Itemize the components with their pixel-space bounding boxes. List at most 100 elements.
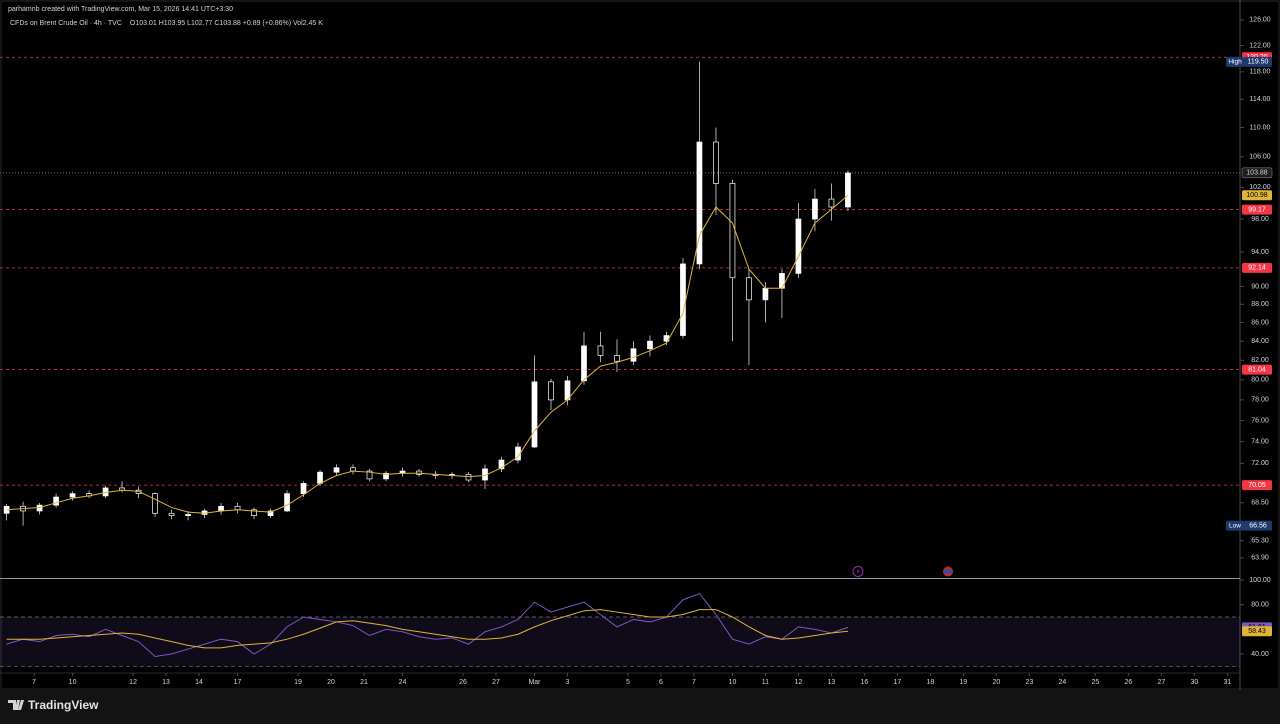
x-tick-label: 7 [692,679,696,686]
y-tick-label: 80.00 [1251,377,1269,384]
candle-body [267,510,274,516]
x-tick-label: 21 [360,679,368,686]
brand-logo [8,700,24,710]
level-tag-label: 92.14 [1248,265,1266,272]
y-tick-label: 88.00 [1251,301,1269,308]
y-tick-label: 98.00 [1251,216,1269,223]
y-tick-label: 86.00 [1251,319,1269,326]
candle-body [234,505,241,511]
x-tick-label: 16 [861,679,869,686]
level-tag [1242,364,1272,375]
rsi-y-tick-label: 40.00 [1251,651,1269,658]
y-tick-label: 68.50 [1251,500,1269,507]
x-tick-label: 27 [492,679,500,686]
level-tag-label: 99.17 [1248,206,1266,213]
x-tick-label: 19 [960,679,968,686]
y-tick-label: 126.00 [1249,17,1271,24]
candle-body [581,345,587,382]
last-price-tag [1241,167,1273,179]
extreme-tag [1244,56,1272,67]
candle-body [597,345,604,356]
x-tick-label: 20 [327,679,335,686]
x-tick-label: 7 [32,679,36,686]
economic-event-flag [944,569,952,574]
last-price-label: 103.88 [1246,170,1268,177]
candle-body [284,493,290,512]
candle-body [845,172,851,208]
author-line: parhamnb created with TradingView.com, M… [8,6,233,13]
x-tick-label: 17 [894,679,902,686]
candle-body [548,381,554,401]
x-tick-label: 20 [993,679,1001,686]
candle-body [218,505,224,512]
rsi-band [0,616,1240,667]
x-tick-label: 24 [399,679,407,686]
x-tick-label: 27 [1157,679,1165,686]
y-tick-label: 72.00 [1251,460,1269,467]
x-tick-label: 5 [626,679,630,686]
candle-body [317,471,323,484]
y-tick-label: 63.90 [1251,555,1269,562]
extreme-label: 119.50 [1248,59,1269,66]
candle-body [465,474,472,481]
candle-body [812,198,818,220]
x-tick-label: 18 [927,679,935,686]
rsi-line [6,592,849,657]
y-tick-label: 84.00 [1251,338,1269,345]
y-tick-label: 110.00 [1250,124,1271,131]
x-tick-label: Mar [528,679,541,686]
x-tick-label: 25 [1091,679,1099,686]
y-tick-label: 94.00 [1251,249,1269,256]
extreme-name: High [1228,59,1242,66]
extreme-name-tag [1226,56,1244,67]
candle-body [251,509,257,516]
level-tag-label: 70.05 [1248,482,1266,489]
x-tick-label: 30 [1190,679,1198,686]
event-icon[interactable] [852,566,864,577]
candle-body [614,355,620,362]
candle-body [828,198,835,208]
candle-body [383,472,389,480]
candle-body [185,514,191,516]
candle-body [168,512,175,516]
x-tick-label: 12 [129,679,137,686]
x-tick-label: 13 [828,679,836,686]
y-tick-label: 122.00 [1249,42,1271,49]
candle-body [680,263,686,336]
candle-body [416,470,422,475]
candle-body [333,467,340,473]
rsi-last-value: 58.43 [1248,628,1266,635]
ma-tag-label: 100.98 [1246,192,1268,199]
y-tick-label: 102.00 [1249,184,1271,191]
candle-body [713,141,719,184]
candle-body [300,483,307,494]
ma-tag [1242,190,1272,201]
y-tick-label: 118.00 [1250,69,1271,76]
candle-body [53,496,59,506]
x-tick-label: 26 [1124,679,1132,686]
candle-body [498,459,505,470]
candle-body [696,141,703,265]
frame [0,0,1280,690]
x-tick-label: 10 [69,679,77,686]
y-tick-label: 78.00 [1251,397,1269,404]
ohlc-values: O103.01 H103.95 L102.77 C103.88 +0.89 (+… [130,20,323,27]
brand-name: TradingView [28,698,99,712]
y-tick-label: 76.00 [1251,417,1269,424]
candle-body [152,493,158,514]
candle-body [531,381,538,448]
rsi-y-tick-label: 100.00 [1249,577,1271,584]
rsi-last-tag [1242,626,1272,637]
x-tick-label: 17 [234,679,242,686]
y-tick-label: 65.30 [1251,538,1269,545]
y-tick-label: 90.00 [1251,283,1269,290]
candle-body [69,493,76,498]
y-tick-label: 106.00 [1249,154,1271,161]
x-tick-label: 26 [459,679,467,686]
x-tick-label: 13 [162,679,170,686]
extreme-name-tag [1226,520,1244,531]
level-tag [1242,480,1272,491]
